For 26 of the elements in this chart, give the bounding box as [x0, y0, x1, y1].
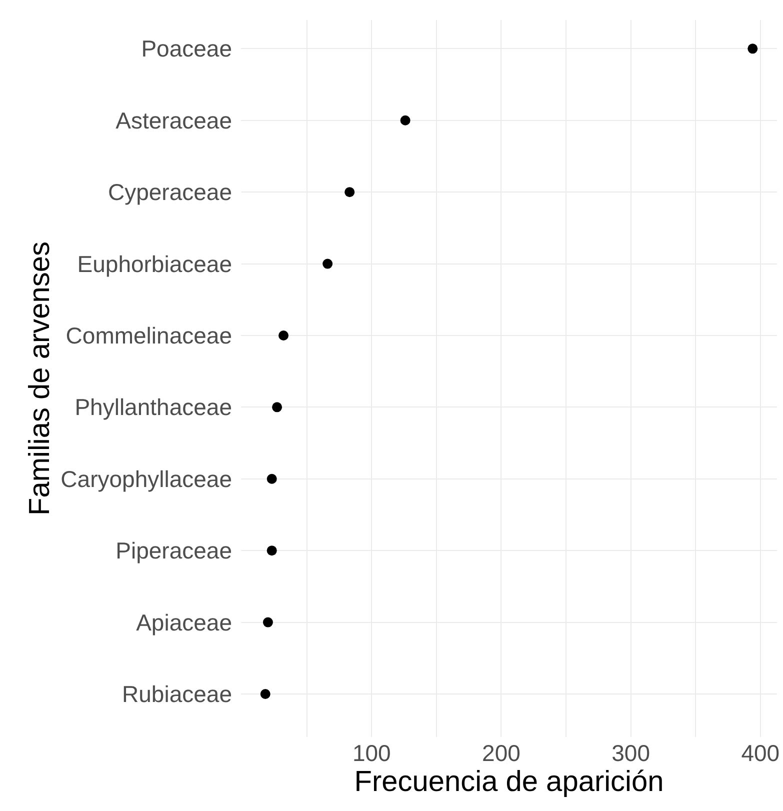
y-tick-label: Asteraceae: [116, 107, 232, 134]
y-tick-label: Euphorbiaceae: [77, 250, 232, 277]
y-tick-label: Rubiaceae: [122, 681, 232, 708]
y-tick-label: Phyllanthaceae: [74, 394, 232, 420]
x-axis-title: Frecuencia de aparición: [354, 766, 664, 798]
point: [266, 546, 277, 556]
point: [272, 402, 282, 412]
x-tick-label: 400: [741, 740, 780, 766]
point: [266, 474, 277, 484]
y-tick-label: Caryophyllaceae: [60, 466, 232, 492]
y-axis-title: Familias de arvenses: [24, 242, 56, 516]
y-tick-label: Apiaceae: [136, 609, 232, 636]
y-tick-label: Poaceae: [141, 36, 232, 62]
point: [400, 115, 410, 126]
point: [322, 258, 333, 269]
y-tick-label: Piperaceae: [116, 538, 232, 564]
point: [748, 44, 758, 54]
y-tick-label: Commelinaceae: [66, 322, 232, 349]
point: [260, 688, 270, 699]
point: [278, 330, 289, 340]
point: [344, 187, 355, 198]
x-tick-label: 200: [482, 740, 520, 766]
y-tick-label: Cyperaceae: [108, 179, 232, 206]
point: [262, 617, 273, 628]
x-tick-label: 100: [352, 740, 391, 766]
x-tick-label: 300: [612, 740, 650, 766]
